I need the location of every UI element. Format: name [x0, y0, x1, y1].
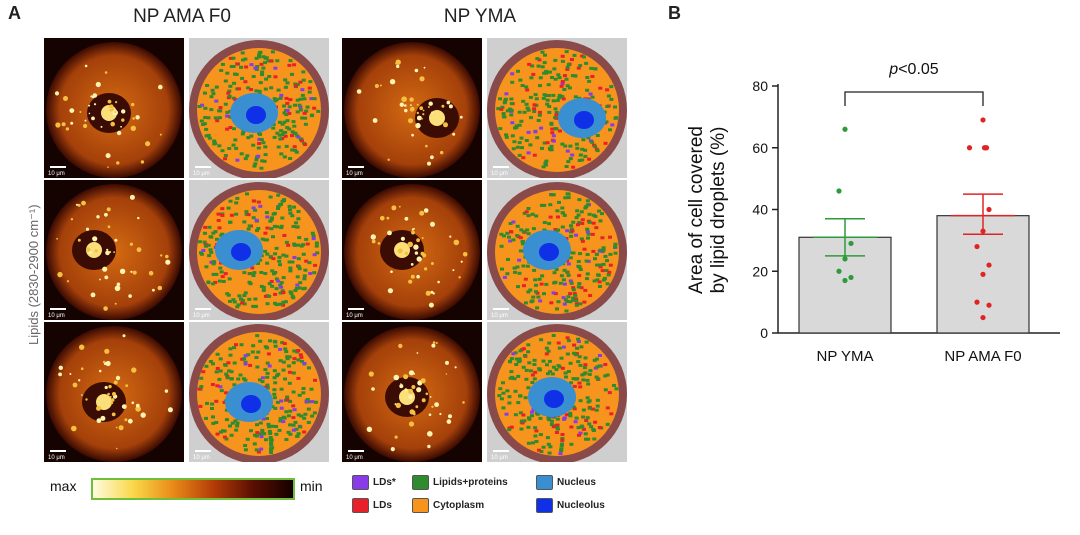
legend-label-lds-star: LDs*: [373, 477, 396, 488]
data-point: [974, 299, 980, 305]
y-tick-label: 0: [760, 325, 768, 341]
colorbar-min-label: min: [300, 478, 323, 494]
legend-label-cytoplasm: Cytoplasm: [433, 500, 485, 511]
legend-label-nucleolus: Nucleolus: [557, 500, 605, 511]
data-point: [848, 240, 854, 247]
scale-bar-label: 10 μm: [491, 171, 508, 177]
data-point: [842, 277, 848, 284]
data-point: [983, 145, 990, 151]
y-tick-label: 40: [752, 202, 768, 218]
data-point: [986, 262, 992, 268]
classification-map: 10 μm: [189, 180, 329, 320]
classification-map: 10 μm: [189, 322, 329, 462]
classification-map: 10 μm: [487, 322, 627, 462]
classification-map: 10 μm: [189, 38, 329, 178]
scale-bar-label: 10 μm: [346, 313, 363, 319]
legend-label-nucleus: Nucleus: [557, 477, 596, 488]
intensity-colorbar: [91, 478, 295, 500]
data-point: [842, 256, 848, 262]
data-point: [980, 271, 986, 277]
data-point: [966, 145, 973, 151]
y-tick-label: 80: [752, 78, 768, 94]
legend-nucleolus: Nucleolus: [536, 498, 605, 513]
panel-b-letter: B: [668, 3, 681, 23]
column-title-np-yma: NP YMA: [443, 6, 517, 27]
y-tick-label: 60: [752, 140, 768, 156]
lipid-image: 10 μm: [44, 322, 184, 462]
scale-bar-label: 10 μm: [48, 313, 65, 319]
data-point: [842, 126, 848, 132]
legend-swatch-nucleus: [536, 475, 553, 490]
legend-swatch-lds-star: [352, 475, 369, 490]
scale-bar-label: 10 μm: [346, 171, 363, 177]
x-tick-label-0: NP YMA: [817, 348, 874, 365]
data-point: [981, 145, 988, 151]
legend-swatch-lipids-proteins: [412, 475, 429, 490]
scale-bar-label: 10 μm: [193, 171, 210, 177]
y-axis-label-line2: by lipid droplets (%): [708, 127, 729, 294]
lipid-image: 10 μm: [342, 38, 482, 178]
lipid-image: 10 μm: [44, 38, 184, 178]
legend-lds: LDs: [352, 498, 392, 513]
scale-bar-label: 10 μm: [491, 455, 508, 461]
colorbar-max-label: max: [50, 478, 77, 494]
legend-lipids-proteins: Lipids+proteins: [412, 475, 508, 490]
lipid-image: 10 μm: [342, 322, 482, 462]
classification-map: 10 μm: [487, 38, 627, 178]
data-point: [986, 206, 992, 213]
data-point: [848, 274, 854, 281]
legend-swatch-cytoplasm: [412, 498, 429, 513]
y-tick-label: 20: [752, 263, 768, 279]
scale-bar-label: 10 μm: [346, 455, 363, 461]
legend-label-lipids-proteins: Lipids+proteins: [433, 477, 508, 488]
x-tick-label-1: NP AMA F0: [944, 348, 1021, 365]
legend-nucleus: Nucleus: [536, 475, 596, 490]
classification-map: 10 μm: [487, 180, 627, 320]
panel-a-letter: A: [8, 3, 21, 23]
legend-swatch-nucleolus: [536, 498, 553, 513]
legend-lds-star: LDs*: [352, 475, 396, 490]
data-point: [836, 188, 842, 194]
scale-bar-label: 10 μm: [48, 171, 65, 177]
column-title-np-ama-f0: NP AMA F0: [133, 6, 231, 27]
significance-label: p<0.05: [888, 61, 938, 78]
data-point: [980, 228, 986, 234]
data-point: [836, 268, 842, 274]
bar-1: [936, 215, 1030, 334]
lipids-axis-label: Lipids (2830-2900 cm⁻¹): [26, 204, 41, 345]
data-point: [986, 302, 992, 308]
data-point: [980, 314, 986, 321]
lipid-image: 10 μm: [342, 180, 482, 320]
bottom-strip: [0, 525, 1080, 535]
legend-cytoplasm: Cytoplasm: [412, 498, 484, 513]
scale-bar-label: 10 μm: [193, 313, 210, 319]
legend-swatch-lds: [352, 498, 369, 513]
lipid-image: 10 μm: [44, 180, 184, 320]
data-point: [982, 145, 989, 151]
scale-bar-label: 10 μm: [193, 455, 210, 461]
bar-0: [798, 236, 892, 334]
scale-bar-label: 10 μm: [48, 455, 65, 461]
scale-bar-label: 10 μm: [491, 313, 508, 319]
legend-label-lds: LDs: [373, 500, 392, 511]
y-axis-label-line1: Area of cell covered: [686, 126, 707, 294]
significance-bracket: [844, 91, 984, 106]
data-point: [980, 117, 986, 123]
data-point: [974, 243, 980, 250]
